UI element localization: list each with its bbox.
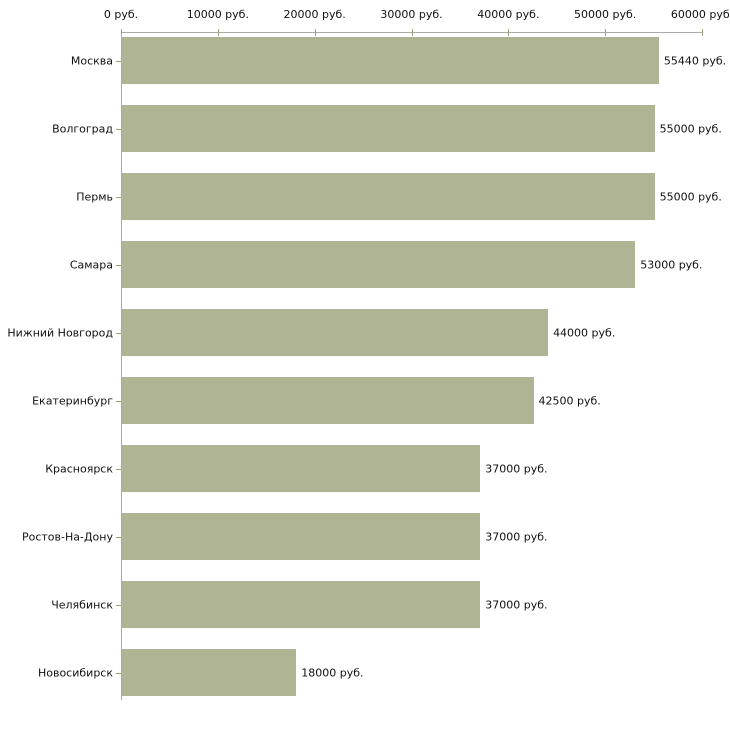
x-axis: 0 руб. 10000 руб. 20000 руб. 30000 руб. 4000… [0,0,730,36]
y-category-label: Самара [69,258,113,271]
y-category-label: Москва [70,54,113,67]
bar-value-label: 42500 руб. [538,394,601,407]
y-category-label: Екатеринбург [32,394,113,407]
y-category-label: Волгоград [52,122,113,135]
x-tick-mark [314,29,316,36]
bar-value-label: 37000 руб. [485,462,548,475]
x-tick-mark [508,29,510,36]
x-tick-label: 60000 руб. [670,8,730,21]
x-tick-mark [411,29,413,36]
y-tick-mark [116,672,121,674]
bar[interactable] [122,513,481,560]
bar[interactable] [122,241,636,288]
bar[interactable] [122,377,534,424]
x-tick-label: 20000 руб. [283,8,346,21]
bar-value-label: 37000 руб. [485,598,548,611]
x-tick-label: 30000 руб. [380,8,443,21]
bar[interactable] [122,309,549,356]
x-tick-mark [605,29,607,36]
bar[interactable] [122,581,481,628]
bar-value-label: 55000 руб. [659,122,722,135]
y-tick-mark [116,536,121,538]
x-tick-label: 40000 руб. [477,8,540,21]
bar-value-label: 55440 руб. [663,54,727,67]
y-category-label: Пермь [76,190,113,203]
y-category-label: Нижний Новгород [7,326,113,339]
y-tick-mark [116,332,121,334]
bar-value-label: 53000 руб. [640,258,703,271]
bar-value-label: 37000 руб. [485,530,548,543]
x-tick-label: 50000 руб. [574,8,637,21]
y-tick-mark [116,196,121,198]
x-tick-mark [121,29,122,36]
bar[interactable] [122,649,297,696]
x-tick-label: 0 руб. [103,8,139,21]
bar[interactable] [122,445,481,492]
x-tick-label: 10000 руб. [186,8,249,21]
bar-value-label: 55000 руб. [659,190,722,203]
y-tick-mark [116,128,121,130]
y-tick-mark [116,468,121,470]
y-category-label: Красноярск [45,462,113,475]
x-tick-mark [702,29,703,36]
x-tick-mark [217,29,219,36]
y-category-label: Челябинск [51,598,113,611]
y-tick-mark [116,400,121,402]
y-tick-mark [116,264,121,266]
bar-value-label: 18000 руб. [301,666,364,679]
y-category-label: Ростов-На-Дону [21,530,113,543]
y-axis-line [121,33,122,700]
bar[interactable] [122,37,659,84]
bar[interactable] [122,105,655,152]
y-category-label: Новосибирск [37,666,113,679]
bar[interactable] [122,173,655,220]
y-tick-mark [116,60,121,62]
y-tick-mark [116,604,121,606]
bar-value-label: 44000 руб. [553,326,616,339]
